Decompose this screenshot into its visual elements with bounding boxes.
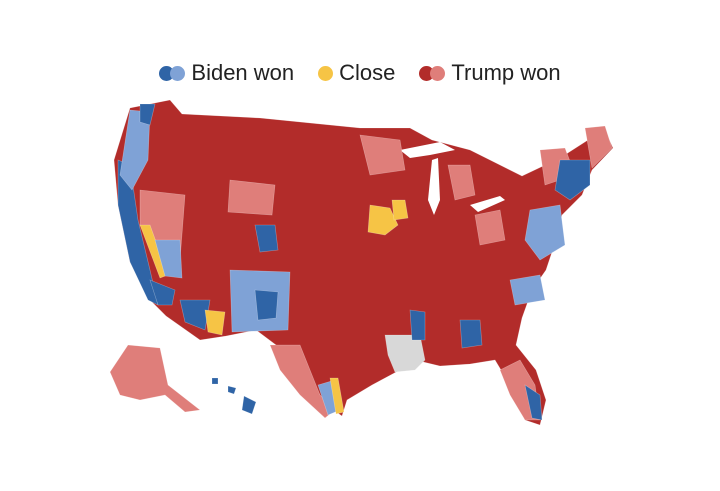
texas-yellow (329, 377, 345, 415)
socal-light-blue (154, 239, 183, 279)
hawaii-3 (241, 395, 257, 415)
hawaii-1 (211, 377, 219, 385)
nc-light-blue (509, 274, 546, 306)
alaska (109, 344, 201, 413)
wisconsin-yellow-2 (391, 199, 409, 221)
michigan-light-red (447, 164, 476, 201)
trump-light-swatch (430, 65, 446, 81)
la-blue (149, 279, 176, 306)
atlanta-blue (459, 319, 483, 349)
legend-close-label: Close (339, 60, 396, 85)
lake-erie (470, 196, 505, 212)
northeast-blue (554, 159, 591, 201)
biden-light-swatch (170, 65, 186, 81)
legend-trump: Trump won (419, 60, 561, 86)
florida-blue (524, 384, 543, 421)
hawaii-2 (227, 385, 237, 395)
new-mexico-dark-blue (254, 289, 279, 321)
lake-superior (400, 142, 455, 158)
arizona-yellow (204, 309, 226, 336)
ohio-light-red (474, 209, 506, 246)
legend-close: Close (318, 60, 395, 86)
colorado-blue (254, 224, 279, 253)
lake-michigan (428, 158, 440, 215)
mississippi-blue (409, 309, 426, 341)
arizona-dark-blue (179, 299, 211, 331)
legend: Biden won Close Trump won (0, 60, 720, 86)
seattle-blue (139, 103, 156, 126)
close-swatch (318, 65, 334, 81)
minnesota-light-red (359, 134, 406, 176)
legend-trump-label: Trump won (451, 60, 561, 85)
maine-light-red (584, 125, 613, 169)
legend-biden-label: Biden won (191, 60, 295, 85)
legend-biden: Biden won (159, 60, 294, 86)
mid-atlantic-light-blue (524, 204, 566, 261)
wisconsin-yellow (367, 204, 399, 236)
wyoming-light-red (227, 179, 276, 216)
